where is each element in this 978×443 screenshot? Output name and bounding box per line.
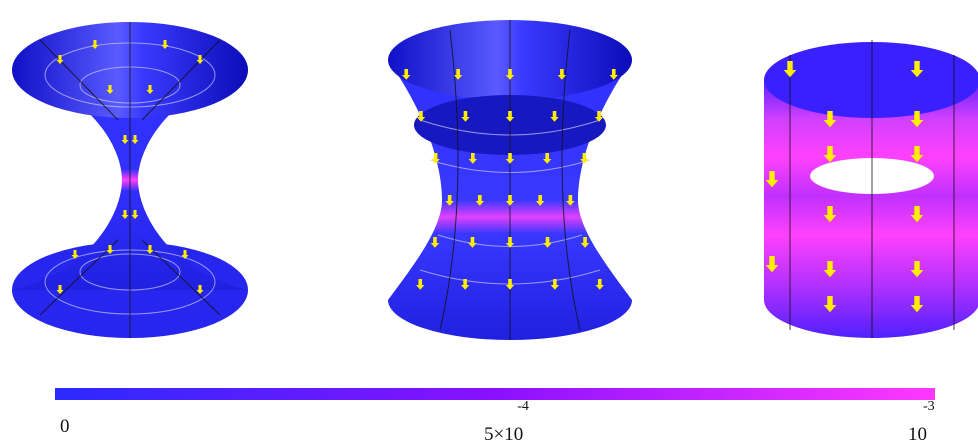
colorbar bbox=[55, 388, 935, 400]
catenoid-surface bbox=[12, 22, 248, 338]
mid-exponent: -4 bbox=[517, 399, 529, 414]
mid-base: 5×10 bbox=[484, 424, 523, 443]
max-exponent: -3 bbox=[923, 399, 935, 414]
hyperboloid-surface bbox=[388, 20, 632, 340]
colorbar-mid-label: 5×10 -4 bbox=[484, 399, 529, 443]
colorbar-min-label: 0 bbox=[60, 416, 70, 437]
figure: 0 5×10 -4 10 -3 bbox=[0, 0, 978, 443]
colorbar-max-label: 10 -3 bbox=[908, 399, 935, 443]
cylinder-surface bbox=[764, 40, 978, 338]
max-base: 10 bbox=[908, 424, 927, 443]
